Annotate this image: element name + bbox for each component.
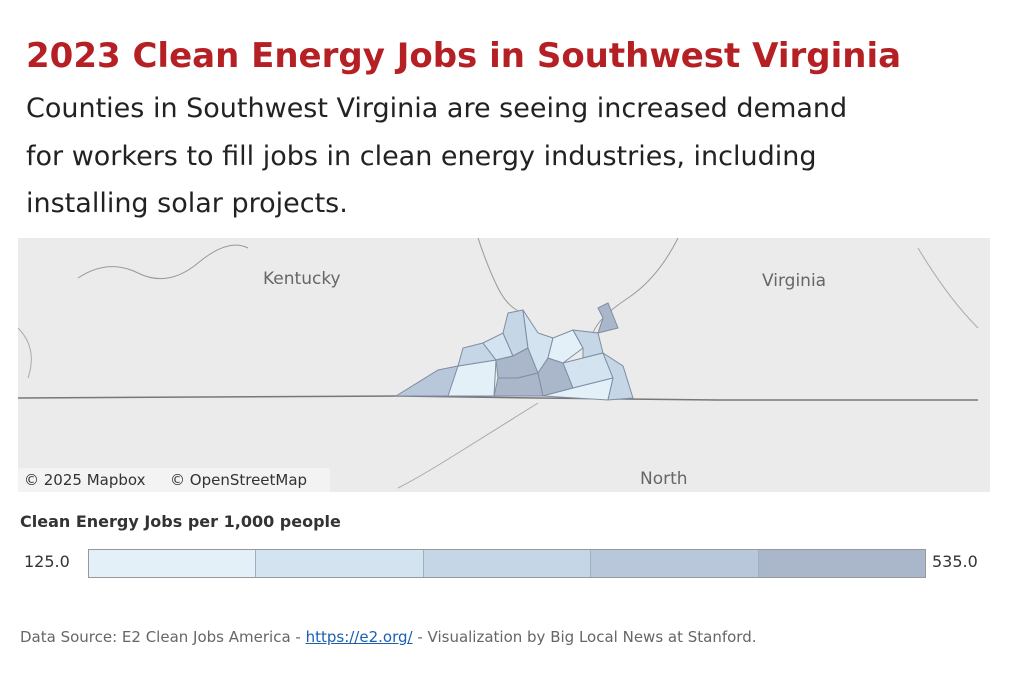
county	[597, 302, 619, 334]
legend-min: 125.0	[24, 552, 70, 571]
river	[18, 327, 32, 379]
border	[477, 238, 524, 314]
legend-step	[758, 550, 926, 577]
attribution[interactable]: © OpenStreetMap	[170, 471, 307, 489]
attribution-bg	[18, 468, 330, 492]
map: Kentucky Virginia North © 2025 Mapbox © …	[18, 238, 990, 492]
legend-max: 535.0	[932, 552, 978, 571]
legend-step	[423, 550, 592, 577]
legend-title: Clean Energy Jobs per 1,000 people	[20, 512, 341, 531]
footer: Data Source: E2 Clean Jobs America - htt…	[20, 628, 757, 646]
county	[547, 329, 584, 364]
title: 2023 Clean Energy Jobs in Southwest Virg…	[26, 36, 902, 76]
county	[601, 351, 634, 401]
coast	[917, 247, 979, 329]
map-label: Virginia	[762, 271, 826, 291]
subtitle-line: installing solar projects.	[26, 188, 348, 219]
border	[592, 238, 679, 334]
attribution: © 2025 Mapbox	[24, 471, 146, 489]
river	[77, 244, 249, 280]
legend-step	[89, 550, 257, 577]
subtitle-line: Counties in Southwest Virginia are seein…	[26, 93, 848, 124]
county	[493, 372, 544, 397]
legend-bar	[88, 549, 926, 578]
state-border	[18, 395, 978, 401]
source-text: - Visualization by Big Local News at Sta…	[417, 628, 757, 646]
counties	[394, 302, 634, 401]
legend-step	[591, 550, 759, 577]
source-link[interactable]: https://e2.org/	[305, 628, 413, 646]
legend-step	[256, 550, 424, 577]
subtitle-line: for workers to fill jobs in clean energy…	[26, 141, 817, 172]
source-text: Data Source: E2 Clean Jobs America -	[20, 628, 301, 646]
map-label: North	[640, 469, 688, 489]
map-label: Kentucky	[263, 269, 341, 289]
river	[397, 402, 539, 489]
